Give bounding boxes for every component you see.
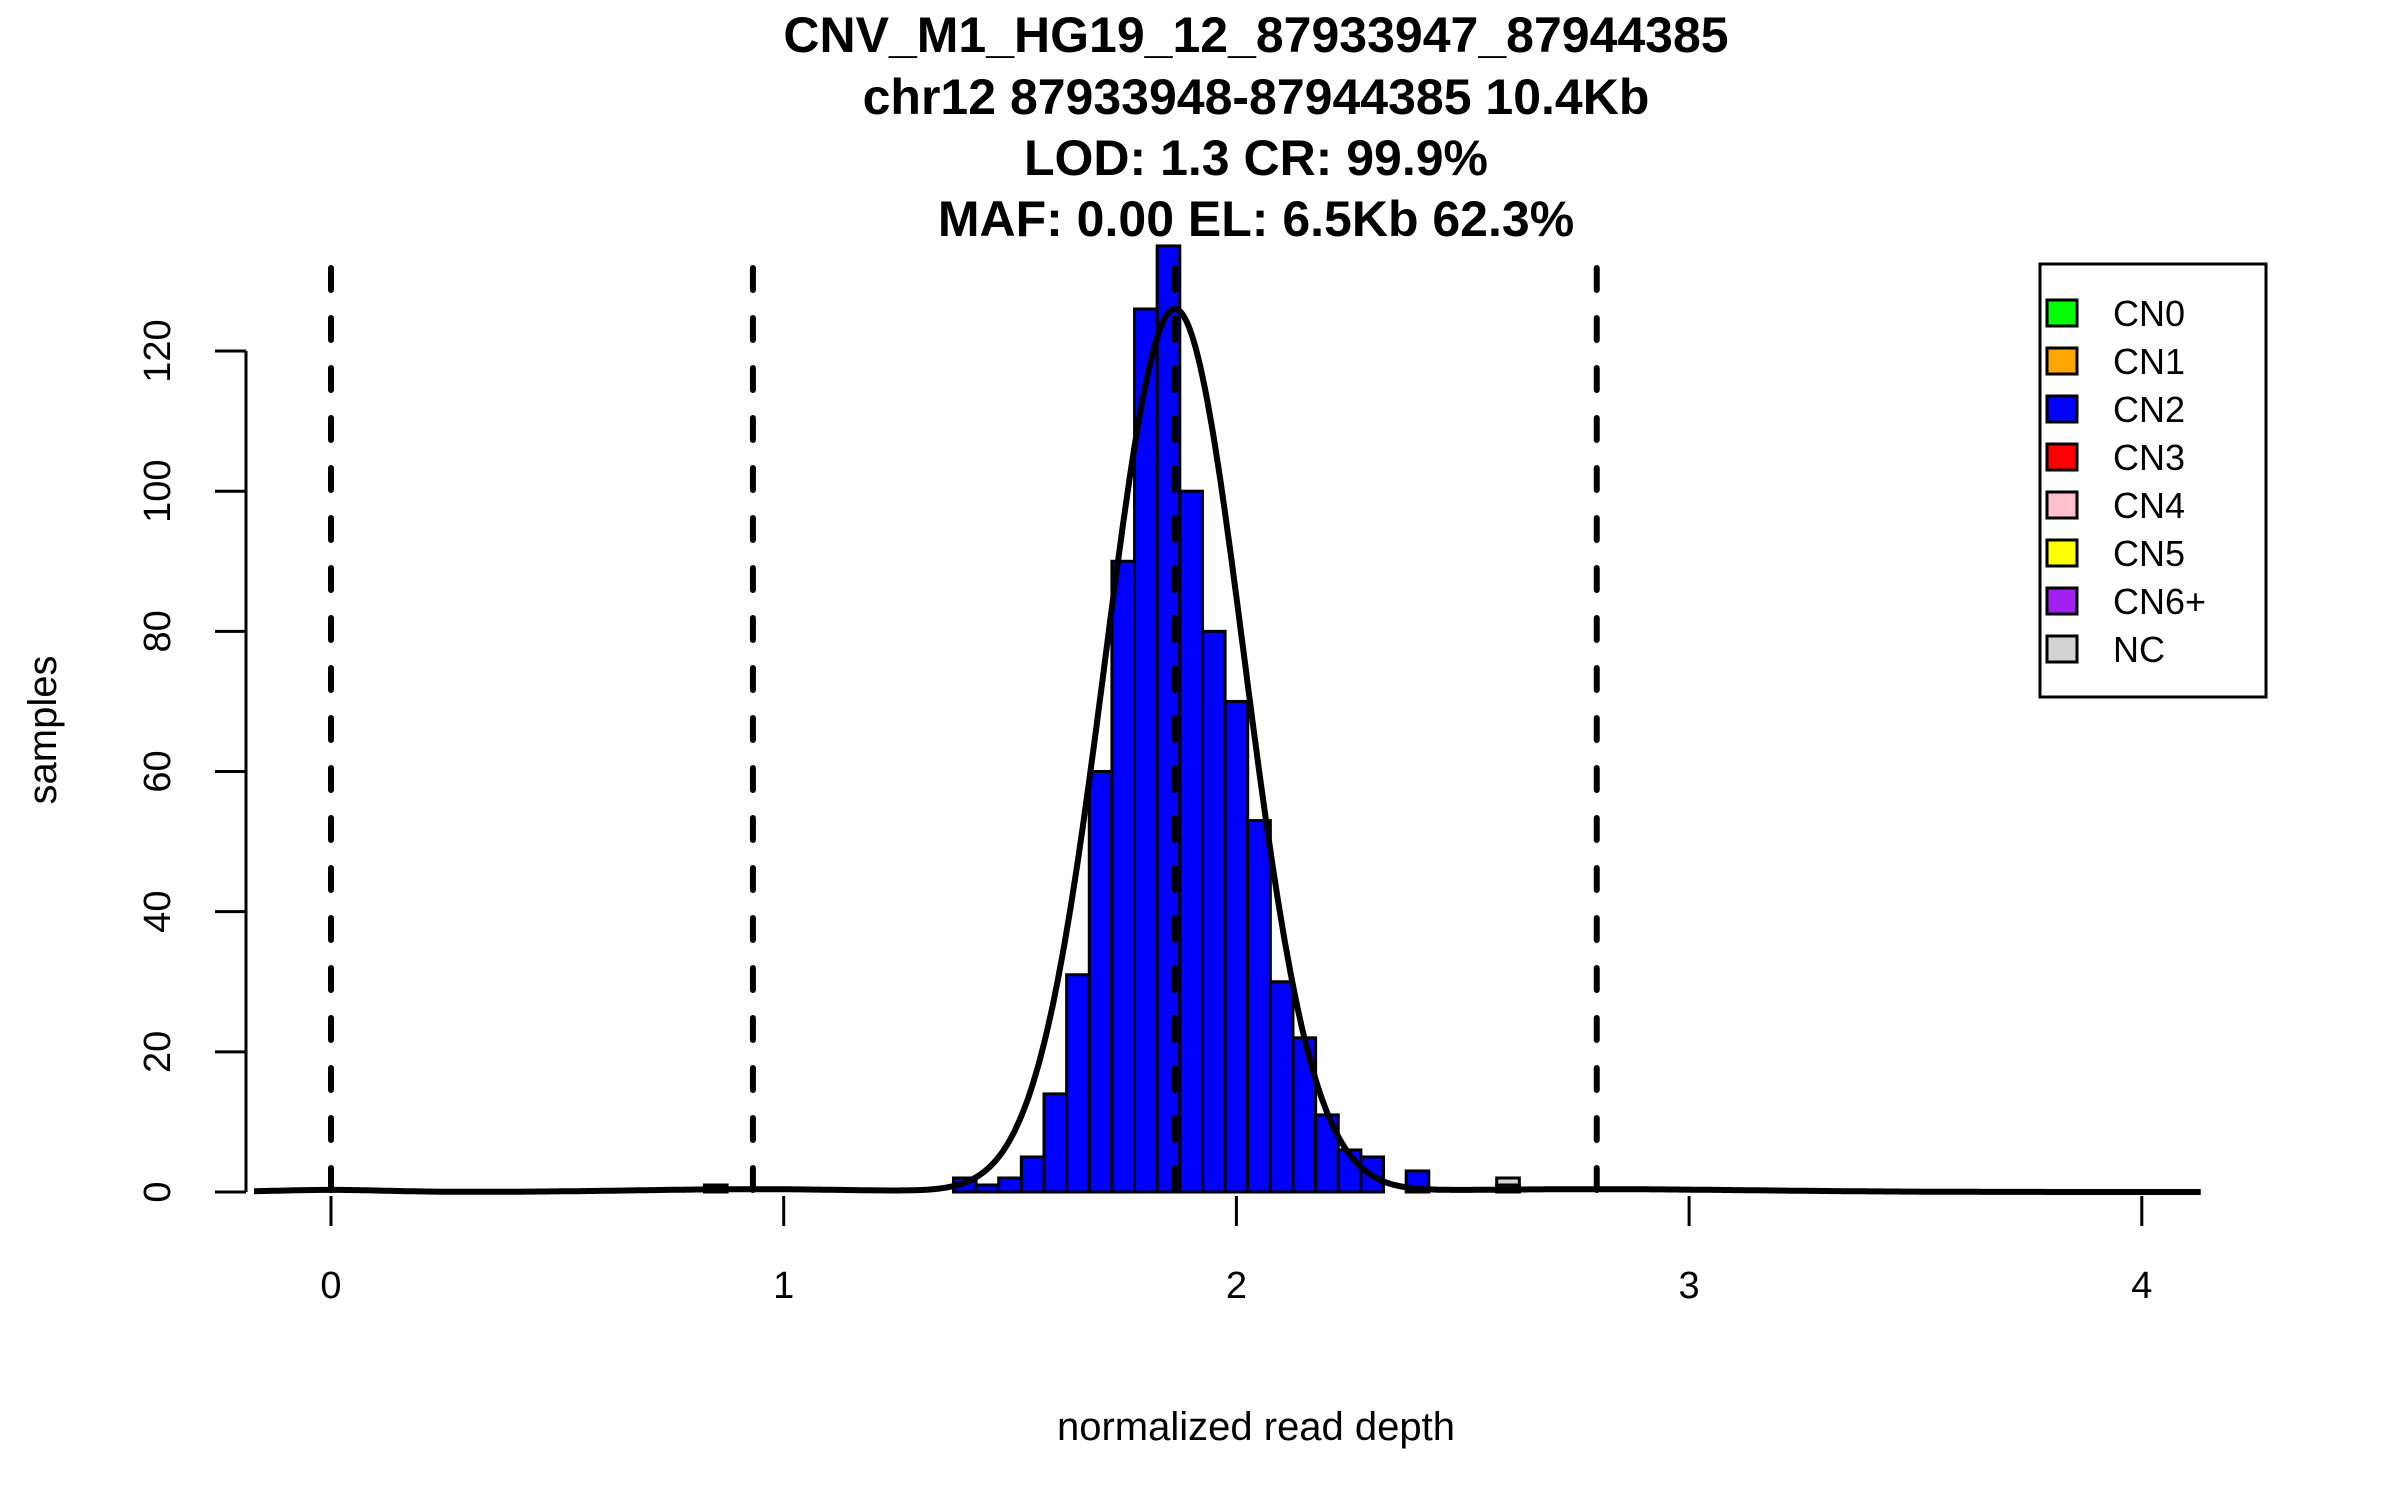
histogram-bar-cn2 [1246,819,1272,1194]
x-axis: 0 1 2 3 4 [320,1196,2152,1307]
title-line-4: MAF: 0.00 EL: 6.5Kb 62.3% [938,191,1574,247]
histogram-bar-cn2 [1087,770,1114,1194]
legend-label: CN4 [2113,485,2185,526]
x-tick-label: 1 [773,1265,794,1307]
y-axis-label: samples [21,656,65,805]
cn-threshold-lines [328,265,1600,1195]
legend-label: CN6+ [2113,581,2206,622]
y-tick-label: 40 [137,891,179,933]
y-tick-label: 120 [137,319,179,382]
y-tick-label: 100 [137,459,179,522]
legend-label: NC [2113,629,2165,670]
y-tick-label: 80 [137,610,179,652]
histogram-bar-cn2 [1178,489,1204,1194]
y-axis: 0 20 40 60 80 100 120 [137,319,248,1203]
x-tick-label: 4 [2131,1265,2152,1307]
x-tick-label: 3 [1679,1265,1700,1307]
histogram-bar-cn2 [1268,980,1295,1194]
legend-label: CN2 [2113,389,2185,430]
legend-swatch-cn4 [2045,490,2079,520]
legend-swatch-cn5 [2045,538,2079,568]
legend-label: CN0 [2113,293,2185,334]
title-line-2: chr12 87933948-87944385 10.4Kb [863,69,1650,125]
histogram-bar-nc [1495,1176,1521,1187]
legend-label: CN5 [2113,533,2185,574]
legend-swatch-nc [2045,634,2079,664]
y-tick-label: 60 [137,750,179,792]
legend-swatch-cn0 [2045,298,2079,328]
legend-box [2038,262,2268,699]
legend-label: CN3 [2113,437,2185,478]
legend-swatch-cn2 [2045,394,2079,424]
histogram-bar-cn2 [1200,629,1227,1194]
legend-swatch-cn3 [2045,442,2079,472]
fit-density-curve [254,305,2201,1195]
legend: CN0 CN1 CN2 CN3 CN4 CN5 CN6+ NC [2038,262,2268,699]
histogram-bars [702,244,1521,1194]
y-tick-label: 0 [137,1181,179,1202]
histogram-bar-cn2 [1019,1155,1046,1194]
histogram-bar-cn2 [1110,559,1137,1194]
title-line-1: CNV_M1_HG19_12_87933947_87944385 [783,7,1728,63]
histogram-bar-cn2 [1223,699,1250,1194]
chart-title: CNV_M1_HG19_12_87933947_87944385 chr12 8… [783,7,1728,247]
x-tick-label: 2 [1226,1265,1247,1307]
x-axis-label: normalized read depth [1057,1405,1455,1449]
histogram-bar-cn2 [997,1176,1023,1194]
legend-label: CN1 [2113,341,2185,382]
legend-swatch-cn1 [2045,346,2079,376]
title-line-3: LOD: 1.3 CR: 99.9% [1024,130,1488,186]
legend-swatch-cn6plus [2045,586,2079,616]
histogram-bar-cn2 [1065,973,1091,1194]
x-tick-label: 0 [320,1265,341,1307]
y-tick-label: 20 [137,1031,179,1073]
histogram-bar-cn2 [1042,1092,1069,1194]
histogram-bar-cn2 [974,1183,1001,1194]
